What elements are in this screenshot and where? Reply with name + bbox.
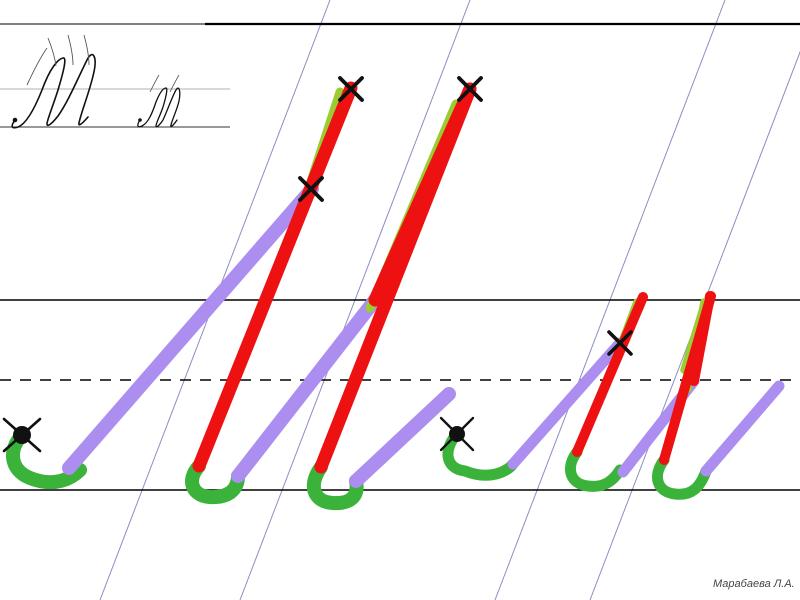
svg-text:Марабаева Л.А.: Марабаева Л.А. <box>713 578 795 590</box>
